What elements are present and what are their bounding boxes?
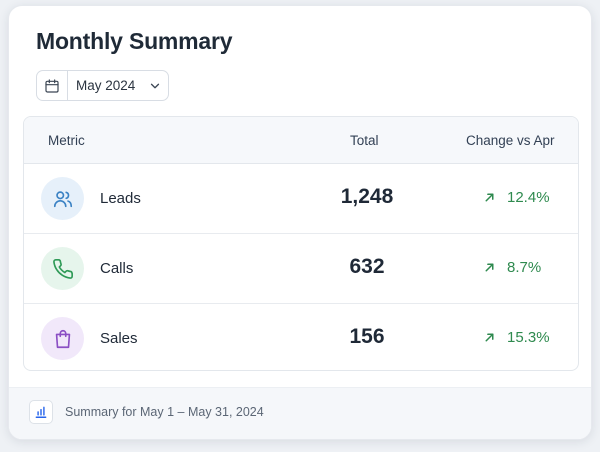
column-header-change: Change vs Apr (466, 133, 555, 148)
calendar-button[interactable] (37, 71, 68, 100)
footer-summary-text: Summary for May 1 – May 31, 2024 (65, 405, 264, 419)
arrow-up-right-icon (485, 193, 494, 202)
change-value: 15.3% (483, 329, 550, 346)
summary-table: Metric Total Change vs Apr Leads 1,248 (23, 116, 579, 371)
leads-icon-badge (41, 177, 84, 220)
metric-label: Leads (100, 190, 141, 207)
column-header-total: Total (350, 133, 379, 148)
change-value: 12.4% (483, 189, 550, 206)
summary-footer: Summary for May 1 – May 31, 2024 (9, 387, 591, 439)
month-picker-value: May 2024 (76, 78, 136, 93)
shopping-bag-icon (55, 329, 70, 348)
table-header: Metric Total Change vs Apr (24, 117, 578, 164)
total-value: 632 (349, 255, 385, 278)
table-row-calls: Calls 632 8.7% (24, 234, 578, 304)
calls-icon-badge (41, 247, 84, 290)
sales-icon-badge (41, 317, 84, 360)
total-value: 1,248 (340, 185, 394, 208)
table-row-sales: Sales 156 15.3% (24, 304, 578, 370)
change-percent: 15.3% (507, 329, 550, 346)
calendar-icon (45, 78, 59, 93)
summary-card: Monthly Summary May 2024 Metric Total Ch… (8, 5, 592, 440)
month-picker[interactable]: May 2024 (36, 70, 169, 101)
month-picker-dropdown[interactable] (142, 79, 168, 93)
metric-label: Calls (100, 260, 134, 277)
chevron-down-icon (150, 83, 160, 88)
change-percent: 8.7% (507, 259, 542, 276)
total-value: 156 (349, 325, 385, 348)
arrow-up-right-icon (485, 263, 494, 272)
table-row-leads: Leads 1,248 12.4% (24, 164, 578, 234)
footer-icon-box (29, 400, 53, 424)
metric-label: Sales (100, 330, 138, 347)
change-value: 8.7% (483, 259, 541, 276)
users-icon (53, 190, 72, 207)
bar-chart-icon (35, 406, 47, 418)
phone-icon (52, 258, 73, 279)
page-title: Monthly Summary (36, 28, 233, 54)
column-header-metric: Metric (48, 133, 85, 148)
change-percent: 12.4% (507, 189, 550, 206)
arrow-up-right-icon (485, 333, 494, 342)
